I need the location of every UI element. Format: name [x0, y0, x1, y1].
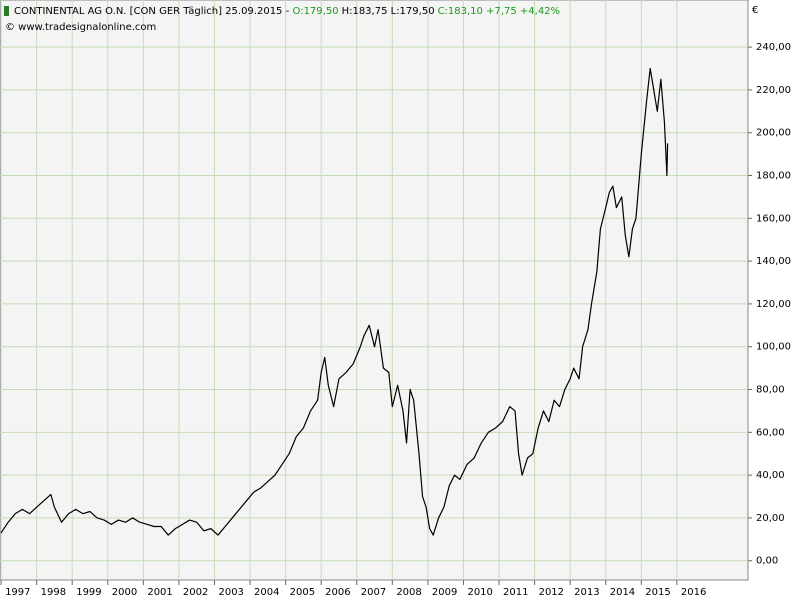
plot-area — [0, 0, 749, 581]
x-tick-label: 2011 — [503, 587, 528, 598]
y-tick-label: 20,00 — [756, 513, 785, 524]
y-tick-label: 40,00 — [756, 470, 785, 481]
x-tick-label: 2003 — [218, 587, 243, 598]
x-tick-label: 2004 — [254, 587, 279, 598]
x-tick-label: 1997 — [5, 587, 30, 598]
price-line — [0, 67, 669, 536]
y-tick-label: 120,00 — [756, 299, 791, 310]
y-tick-label: 80,00 — [756, 385, 785, 396]
x-tick-label: 2006 — [325, 587, 350, 598]
quote-close: C:183,10 +7,75 +4,42% — [438, 6, 561, 17]
x-tick-label: 2012 — [539, 587, 564, 598]
quote-open: O:179,50 — [293, 6, 339, 17]
y-tick-label: 100,00 — [756, 342, 791, 353]
symbol-icon — [4, 6, 9, 16]
x-tick-label: 2015 — [645, 587, 670, 598]
x-tick-label: 1999 — [76, 587, 101, 598]
y-tick-label: 220,00 — [756, 85, 791, 96]
y-tick-label: 180,00 — [756, 170, 791, 181]
x-tick-label: 2016 — [681, 587, 706, 598]
y-tick-label: 160,00 — [756, 213, 791, 224]
source: © www.tradesignalonline.com — [5, 22, 156, 33]
x-tick-label: 2001 — [147, 587, 172, 598]
x-tick-label: 2014 — [610, 587, 635, 598]
quote-high-low: H:183,75 L:179,50 — [342, 6, 435, 17]
marks — [0, 67, 669, 536]
x-tick-label: 2010 — [467, 587, 492, 598]
y-tick-label: 240,00 — [756, 42, 791, 53]
x-tick-label: 2008 — [396, 587, 421, 598]
header: CONTINENTAL AG O.N. [CON GER Täglich] 25… — [14, 6, 560, 17]
x-tick-label: 2005 — [290, 587, 315, 598]
y-tick-label: 60,00 — [756, 427, 785, 438]
x-tick-label: 2013 — [574, 587, 599, 598]
grid — [0, 0, 748, 580]
y-tick-label: 200,00 — [756, 128, 791, 139]
x-tick-label: 2002 — [183, 587, 208, 598]
y-unit: € — [752, 5, 758, 16]
x-tick-label: 2000 — [112, 587, 137, 598]
x-tick-label: 2007 — [361, 587, 386, 598]
y-tick-label: 0,00 — [756, 556, 778, 567]
x-tick-label: 1998 — [41, 587, 66, 598]
y-tick-label: 140,00 — [756, 256, 791, 267]
x-tick-label: 2009 — [432, 587, 457, 598]
title: CONTINENTAL AG O.N. [CON GER Täglich] 25… — [14, 6, 290, 17]
